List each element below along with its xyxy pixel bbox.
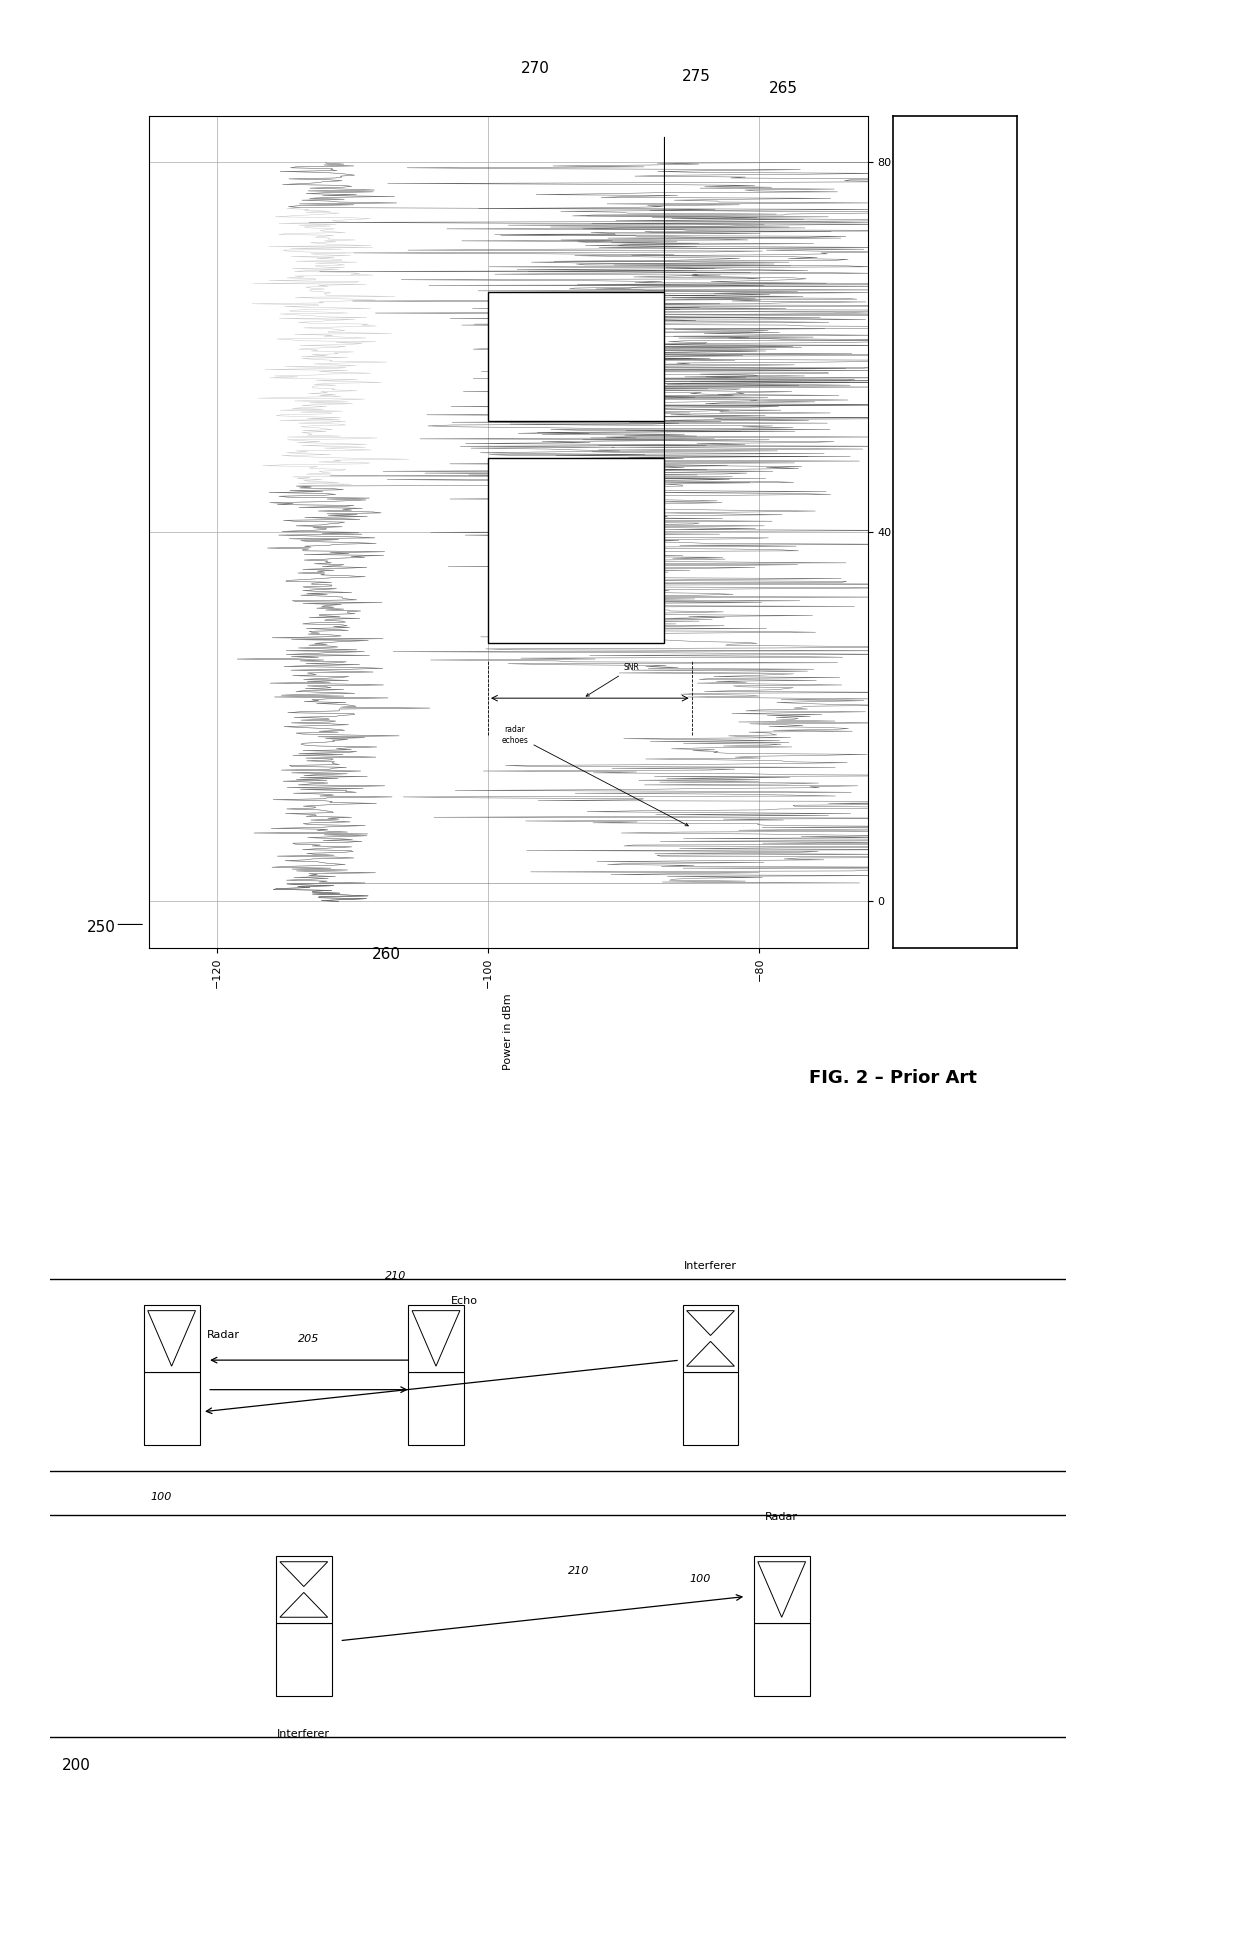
- Bar: [275, 1623, 332, 1696]
- Bar: [275, 1555, 332, 1623]
- Text: 210: 210: [568, 1567, 589, 1576]
- Bar: [489, 292, 665, 422]
- Bar: [489, 458, 665, 642]
- Text: 250: 250: [87, 921, 115, 936]
- Text: Interferer: Interferer: [278, 1729, 330, 1739]
- Polygon shape: [280, 1592, 327, 1617]
- Text: 260: 260: [372, 948, 401, 963]
- Text: Echo: Echo: [451, 1296, 479, 1305]
- Bar: [754, 1555, 810, 1623]
- Bar: [408, 1371, 464, 1445]
- Text: SNR: SNR: [587, 663, 640, 696]
- Polygon shape: [687, 1342, 734, 1365]
- Text: 275: 275: [682, 70, 711, 85]
- X-axis label: Power in dBm: Power in dBm: [503, 994, 513, 1070]
- Polygon shape: [280, 1563, 327, 1586]
- Polygon shape: [412, 1311, 460, 1365]
- Polygon shape: [758, 1563, 806, 1617]
- Y-axis label: Range in m: Range in m: [898, 501, 908, 563]
- Polygon shape: [148, 1311, 196, 1365]
- Text: 100: 100: [151, 1493, 172, 1503]
- Bar: [144, 1371, 200, 1445]
- Bar: [682, 1371, 739, 1445]
- Text: FIG. 2 – Prior Art: FIG. 2 – Prior Art: [808, 1070, 977, 1087]
- Text: 200: 200: [62, 1758, 91, 1773]
- Bar: [754, 1623, 810, 1696]
- Text: Interferer: Interferer: [684, 1261, 737, 1271]
- Text: 205: 205: [298, 1334, 320, 1344]
- Text: Radar: Radar: [207, 1331, 241, 1340]
- Bar: [682, 1305, 739, 1371]
- Bar: [408, 1305, 464, 1371]
- Bar: [144, 1305, 200, 1371]
- Text: Radar: Radar: [765, 1512, 799, 1522]
- Polygon shape: [687, 1311, 734, 1336]
- Text: 270: 270: [521, 62, 549, 77]
- Text: 100: 100: [689, 1574, 711, 1584]
- Text: 210: 210: [384, 1271, 405, 1280]
- Text: radar
echoes: radar echoes: [502, 725, 688, 826]
- Text: 265: 265: [769, 81, 797, 97]
